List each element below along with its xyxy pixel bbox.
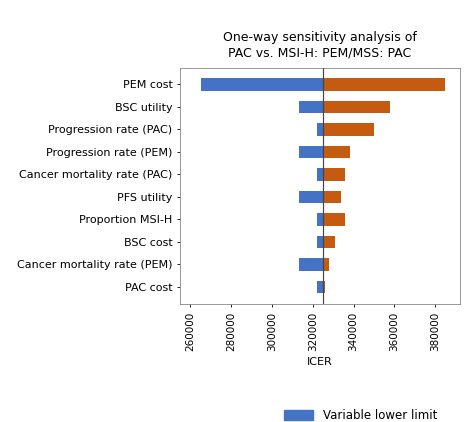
Title: One-way sensitivity analysis of
PAC vs. MSI-H: PEM/MSS: PAC: One-way sensitivity analysis of PAC vs. … — [223, 31, 417, 60]
Bar — [299, 101, 323, 113]
Bar — [323, 146, 349, 158]
Bar — [317, 236, 323, 248]
X-axis label: ICER: ICER — [307, 357, 333, 367]
Bar — [323, 258, 329, 271]
Bar — [299, 191, 323, 203]
Bar — [323, 236, 335, 248]
Bar — [323, 78, 446, 91]
Bar — [323, 191, 341, 203]
Bar — [201, 78, 323, 91]
Bar — [323, 213, 346, 226]
Bar — [299, 146, 323, 158]
Bar — [317, 168, 323, 181]
Bar — [317, 213, 323, 226]
Bar — [323, 123, 374, 135]
Bar — [317, 123, 323, 135]
Bar — [317, 281, 323, 293]
Bar — [323, 281, 325, 293]
Bar — [299, 258, 323, 271]
Bar — [323, 168, 346, 181]
Bar — [323, 101, 391, 113]
Legend: Variable lower limit, Variable upper limit: Variable lower limit, Variable upper lim… — [284, 409, 439, 422]
